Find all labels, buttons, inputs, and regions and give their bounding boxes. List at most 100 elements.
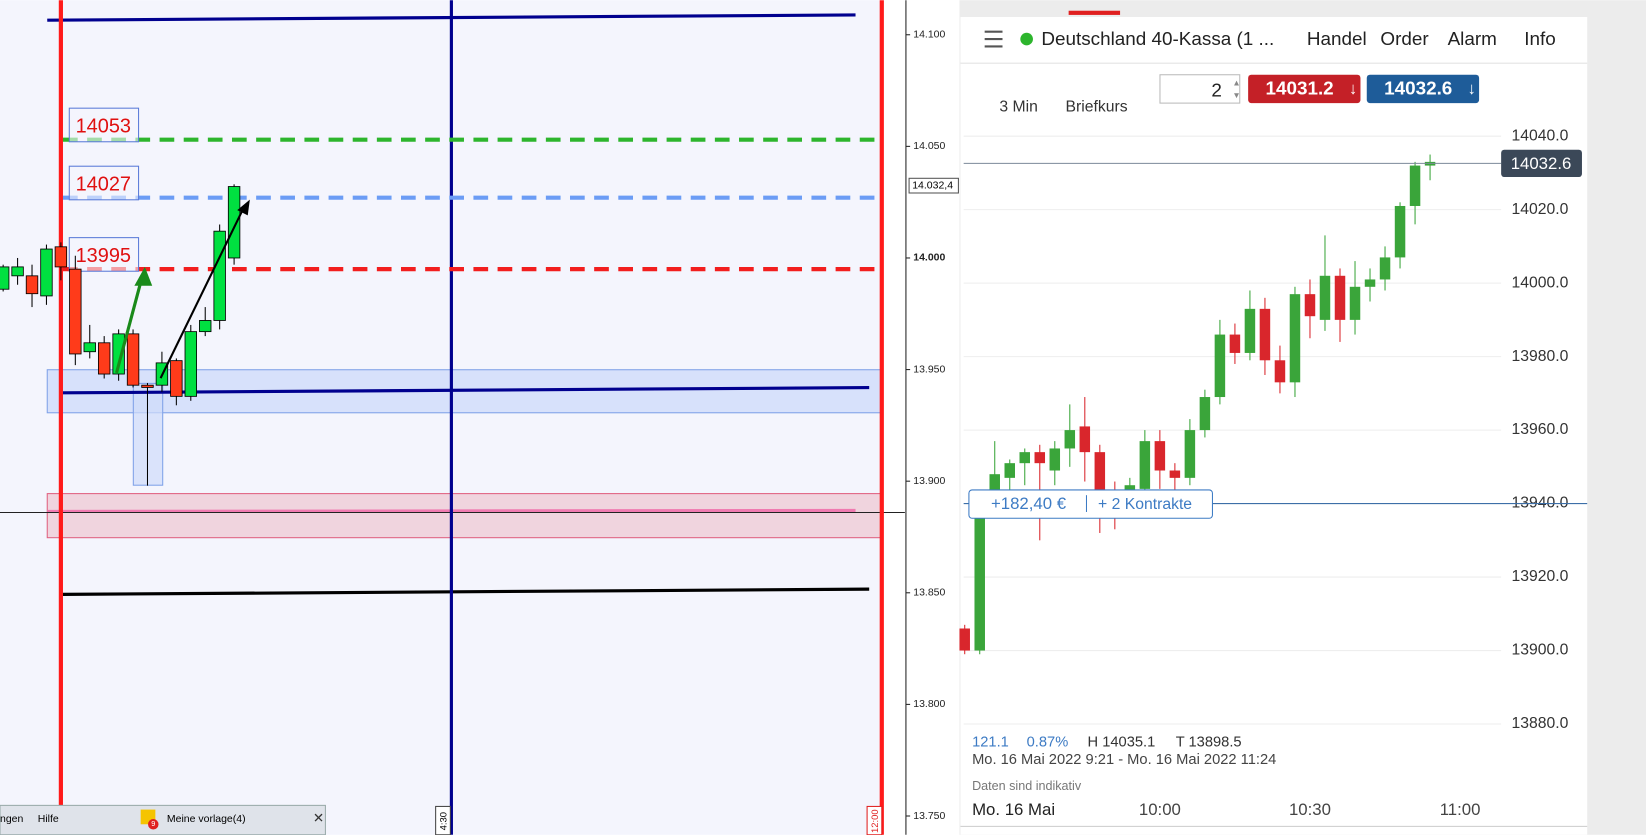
candle-body [97, 342, 111, 375]
candle-body [1304, 294, 1316, 317]
last-price-tag [1501, 149, 1582, 178]
candle-body [184, 331, 197, 397]
sell-button[interactable] [1248, 74, 1361, 104]
spin-up[interactable]: ▲ [1232, 77, 1240, 87]
spin-down[interactable]: ▼ [1232, 90, 1240, 100]
candle-body [141, 384, 154, 388]
x-tick-label: 10:00 [1139, 800, 1181, 819]
sell-price[interactable]: 14031.2 [1265, 78, 1333, 99]
level-box [68, 237, 140, 272]
position-contracts: + 2 Kontrakte [1098, 496, 1192, 513]
app-panel [960, 17, 1588, 835]
candle-body [199, 320, 212, 333]
y-tick-label: 13.950 [913, 364, 945, 375]
timeframe[interactable]: 3 Min [999, 98, 1037, 115]
y-tick-label: 13900.0 [1512, 642, 1569, 659]
y-tick-label: 13.850 [913, 588, 945, 599]
level-box [68, 107, 140, 143]
close-button[interactable]: ✕ [313, 811, 324, 826]
candle-body [1289, 294, 1301, 383]
buy-button[interactable] [1366, 74, 1480, 104]
black-line [62, 587, 870, 596]
y-tick-label: 13980.0 [1512, 348, 1569, 365]
candle-body [1214, 334, 1226, 398]
menu-item[interactable]: ngen [0, 814, 23, 825]
low: T 13898.5 [1176, 734, 1242, 750]
candle-body [1229, 334, 1241, 353]
tab-indicator [1068, 10, 1121, 15]
candle-body [1319, 275, 1331, 320]
y-tick-label: 14.100 [913, 30, 945, 41]
arrow [115, 278, 144, 374]
buy-price[interactable]: 14032.6 [1384, 78, 1452, 99]
buy-arrow[interactable]: ↓ [1468, 79, 1476, 98]
left-axis-bg [883, 0, 960, 835]
candle-body [1064, 430, 1076, 449]
y-tick-label: 13.750 [913, 811, 945, 822]
y-tick-label: 14040.0 [1512, 127, 1569, 144]
candle-body [1079, 426, 1091, 453]
nav-item[interactable]: Handel [1307, 29, 1367, 50]
nav-item[interactable]: Alarm [1448, 29, 1497, 50]
candle-body [1364, 279, 1376, 287]
arrow-head [237, 199, 250, 216]
candle-body [170, 360, 183, 397]
y-tick-label: 13.800 [913, 699, 945, 710]
candle-body [40, 248, 53, 297]
y-tick-label: 14.050 [913, 141, 945, 152]
candle-body [11, 266, 24, 277]
candle-body [1094, 452, 1106, 493]
menu-item[interactable]: Hilfe [38, 814, 59, 825]
candle-body [126, 333, 140, 386]
last-price: 14032.6 [1511, 154, 1572, 173]
level-box [68, 165, 140, 201]
date-range: Mo. 16 Mai 2022 9:21 - Mo. 16 Mai 2022 1… [972, 752, 1276, 768]
current-price-box [908, 177, 959, 194]
candle-body [1379, 257, 1391, 280]
y-tick-label: 14.000 [913, 253, 945, 264]
candle-body [1169, 470, 1181, 478]
nav-item[interactable]: Order [1380, 29, 1428, 50]
price-type[interactable]: Briefkurs [1065, 98, 1127, 115]
support-line [62, 386, 870, 395]
candle-body [227, 186, 241, 259]
toolbar [0, 804, 326, 835]
menu-icon[interactable] [984, 30, 1003, 48]
time-label: 12:00 [870, 809, 881, 833]
candle-body [0, 266, 10, 290]
candle-body [1139, 441, 1151, 489]
candle-body [1034, 452, 1046, 464]
badge-count: 9 [151, 819, 155, 828]
y-tick-label: 13920.0 [1512, 568, 1569, 585]
quantity[interactable]: 2 [1211, 81, 1222, 102]
sell-arrow[interactable]: ↓ [1349, 79, 1357, 98]
candle-body [1019, 452, 1031, 464]
note: Daten sind indikativ [972, 779, 1082, 793]
candle-body [959, 628, 970, 651]
time-label: 4:30 [439, 812, 450, 830]
y-tick-label: 13960.0 [1512, 421, 1569, 438]
candle-body [1409, 165, 1421, 206]
quantity-input[interactable] [1159, 74, 1241, 104]
nav-item[interactable]: Info [1524, 29, 1555, 50]
y-tick-label: 13.900 [913, 476, 945, 487]
left-candles [0, 184, 241, 486]
candle-body [112, 333, 125, 375]
right-chart: 14040.014020.014000.013980.013960.013940… [959, 127, 1588, 819]
current-price: 14.032,4 [912, 180, 953, 191]
pink-zone [46, 493, 883, 539]
position-box[interactable] [968, 489, 1213, 519]
candle-body [1199, 397, 1211, 431]
candle-body [1259, 308, 1271, 361]
candle-body [1274, 360, 1286, 383]
instrument[interactable]: Deutschland 40-Kassa (1 ... [1041, 29, 1274, 50]
y-tick-label: 14000.0 [1512, 274, 1569, 291]
position-pnl: +182,40 € [991, 494, 1067, 513]
template-name[interactable]: Meine vorlage(4) [167, 814, 246, 825]
level-label: 14053 [76, 115, 131, 137]
change: 121.1 [972, 734, 1009, 750]
level-label: 13995 [76, 245, 131, 267]
level-label: 14027 [76, 173, 131, 195]
